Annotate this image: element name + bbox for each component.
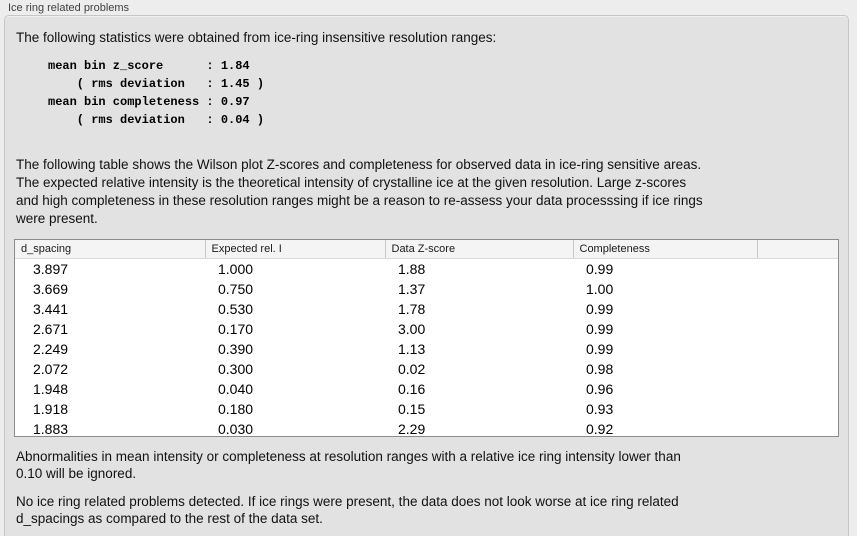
cell-empty bbox=[757, 339, 838, 359]
cell-data-z-score: 0.02 bbox=[398, 361, 426, 377]
cell-d-spacing: 1.883 bbox=[33, 421, 69, 437]
cell-data-z-score: 1.78 bbox=[398, 301, 426, 317]
cell-d-spacing: 3.441 bbox=[33, 301, 69, 317]
cell-data-z-score: 1.13 bbox=[398, 341, 426, 357]
ice-ring-panel: The following statistics were obtained f… bbox=[4, 15, 849, 536]
cell-empty bbox=[757, 379, 838, 399]
conclusion-line-1: No ice ring related problems detected. I… bbox=[16, 494, 679, 509]
conclusion-line-2: d_spacings as compared to the rest of th… bbox=[16, 511, 323, 526]
cell-empty bbox=[757, 299, 838, 319]
cell-empty bbox=[757, 419, 838, 436]
cell-data-z-score: 3.00 bbox=[398, 321, 426, 337]
ignore-note-line-2: 0.10 will be ignored. bbox=[16, 466, 137, 481]
cell-expected-rel-i: 0.180 bbox=[218, 401, 254, 417]
table-row[interactable]: 1.918 0.180 0.15 0.93 bbox=[15, 399, 838, 419]
table-intro-line-1: The following table shows the Wilson plo… bbox=[16, 157, 702, 172]
cell-d-spacing: 1.948 bbox=[33, 381, 69, 397]
column-header-d-spacing: d_spacing bbox=[15, 240, 206, 259]
column-header-expected-rel-i: Expected rel. I bbox=[205, 240, 386, 259]
stats-summary-block: mean bin z_score : 1.84 ( rms deviation … bbox=[48, 57, 264, 129]
cell-empty bbox=[757, 259, 838, 280]
cell-expected-rel-i: 0.170 bbox=[218, 321, 254, 337]
cell-empty bbox=[757, 399, 838, 419]
cell-completeness: 0.96 bbox=[586, 381, 614, 397]
cell-data-z-score: 1.37 bbox=[398, 281, 426, 297]
cell-expected-rel-i: 0.040 bbox=[218, 381, 254, 397]
ignore-note-line-1: Abnormalities in mean intensity or compl… bbox=[16, 449, 681, 464]
cell-data-z-score: 0.15 bbox=[398, 401, 426, 417]
cell-expected-rel-i: 1.000 bbox=[218, 261, 254, 277]
table-row[interactable]: 3.441 0.530 1.78 0.99 bbox=[15, 299, 838, 319]
cell-completeness: 0.99 bbox=[586, 301, 614, 317]
table-row[interactable]: 2.249 0.390 1.13 0.99 bbox=[15, 339, 838, 359]
ignore-note-text: Abnormalities in mean intensity or compl… bbox=[16, 448, 681, 482]
table-intro-line-4: were present. bbox=[16, 211, 98, 226]
cell-completeness: 0.99 bbox=[586, 321, 614, 337]
table-row[interactable]: 1.948 0.040 0.16 0.96 bbox=[15, 379, 838, 399]
cell-empty bbox=[757, 279, 838, 299]
table-header-row: d_spacing Expected rel. I Data Z-score C… bbox=[15, 240, 838, 259]
cell-expected-rel-i: 0.530 bbox=[218, 301, 254, 317]
cell-empty bbox=[757, 319, 838, 339]
stat-mean-zscore: mean bin z_score : 1.84 bbox=[48, 59, 250, 73]
stat-mean-completeness: mean bin completeness : 0.97 bbox=[48, 95, 250, 109]
stat-rms-zscore: ( rms deviation : 1.45 ) bbox=[48, 77, 265, 91]
column-header-data-z-score: Data Z-score bbox=[385, 240, 574, 259]
cell-d-spacing: 3.669 bbox=[33, 281, 69, 297]
table-row[interactable]: 3.669 0.750 1.37 1.00 bbox=[15, 279, 838, 299]
table-intro-text: The following table shows the Wilson plo… bbox=[16, 156, 703, 228]
table-intro-line-3: and high completeness in these resolutio… bbox=[16, 193, 703, 208]
cell-completeness: 0.98 bbox=[586, 361, 614, 377]
group-box-title: Ice ring related problems bbox=[8, 2, 130, 14]
cell-expected-rel-i: 0.300 bbox=[218, 361, 254, 377]
conclusion-text: No ice ring related problems detected. I… bbox=[16, 493, 679, 527]
cell-expected-rel-i: 0.030 bbox=[218, 421, 254, 437]
cell-data-z-score: 2.29 bbox=[398, 421, 426, 437]
cell-d-spacing: 2.249 bbox=[33, 341, 69, 357]
cell-completeness: 1.00 bbox=[586, 281, 614, 297]
cell-completeness: 0.92 bbox=[586, 421, 614, 437]
cell-d-spacing: 3.897 bbox=[33, 261, 69, 277]
column-header-completeness: Completeness bbox=[573, 240, 758, 259]
cell-expected-rel-i: 0.390 bbox=[218, 341, 254, 357]
column-header-empty bbox=[757, 240, 838, 259]
stats-intro-line: The following statistics were obtained f… bbox=[16, 30, 497, 45]
cell-data-z-score: 1.88 bbox=[398, 261, 426, 277]
table-row[interactable]: 3.897 1.000 1.88 0.99 bbox=[15, 259, 838, 280]
table-row[interactable]: 2.671 0.170 3.00 0.99 bbox=[15, 319, 838, 339]
cell-data-z-score: 0.16 bbox=[398, 381, 426, 397]
ice-ring-table: d_spacing Expected rel. I Data Z-score C… bbox=[14, 239, 839, 437]
table-row[interactable]: 1.883 0.030 2.29 0.92 bbox=[15, 419, 838, 437]
table-intro-line-2: The expected relative intensity is the t… bbox=[16, 175, 687, 190]
cell-completeness: 0.99 bbox=[586, 341, 614, 357]
cell-d-spacing: 2.671 bbox=[33, 321, 69, 337]
cell-d-spacing: 2.072 bbox=[33, 361, 69, 377]
stat-rms-completeness: ( rms deviation : 0.04 ) bbox=[48, 113, 265, 127]
table-row[interactable]: 2.072 0.300 0.02 0.98 bbox=[15, 359, 838, 379]
stats-intro-text: The following statistics were obtained f… bbox=[16, 29, 496, 47]
cell-completeness: 0.99 bbox=[586, 261, 614, 277]
cell-completeness: 0.93 bbox=[586, 401, 614, 417]
cell-d-spacing: 1.918 bbox=[33, 401, 69, 417]
cell-empty bbox=[757, 359, 838, 379]
cell-expected-rel-i: 0.750 bbox=[218, 281, 254, 297]
